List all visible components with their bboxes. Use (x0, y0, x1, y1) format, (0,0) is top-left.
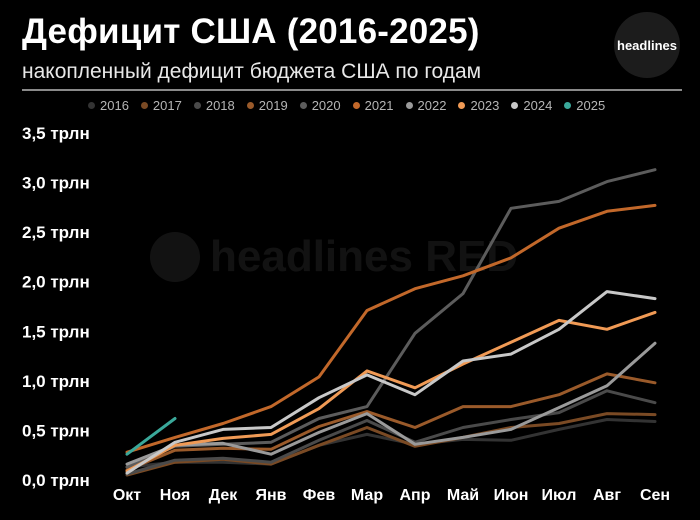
legend-swatch (511, 102, 519, 109)
legend-item-2018: 2018 (193, 98, 235, 113)
legend-swatch (140, 102, 148, 109)
x-tick-label: Июн (494, 487, 529, 504)
series-line-2022 (125, 341, 657, 466)
legend-swatch (458, 102, 466, 109)
x-tick-label: Июл (542, 487, 577, 504)
series-line-2019 (125, 372, 657, 472)
legend-swatch (193, 102, 201, 109)
x-tick-label: Апр (400, 487, 431, 504)
x-tick-label: Окт (113, 487, 141, 504)
x-tick-label: Ноя (160, 487, 190, 504)
legend-label: 2022 (417, 98, 447, 113)
x-tick-label: Дек (209, 487, 238, 504)
y-tick-label: 0,5 трлн (22, 421, 90, 440)
series-line-2018 (125, 389, 657, 476)
series-line-2023 (125, 310, 657, 473)
legend-swatch (564, 102, 572, 109)
headlines-logo: headlines (614, 12, 680, 78)
legend-item-2016: 2016 (88, 98, 129, 113)
legend-item-2019: 2019 (246, 98, 288, 113)
logo-text: headlines (617, 37, 677, 53)
x-axis: Окт Ноя Дек Янв Фев Мар Апр Май Июн Июл Авг Сен (113, 487, 670, 504)
legend-label: 2023 (470, 98, 500, 113)
y-tick-label: 1,0 трлн (22, 372, 90, 391)
series-line-2021 (125, 203, 657, 454)
legend-swatch (299, 102, 307, 109)
series-lines (125, 168, 657, 477)
page-title: Дефицит США (2016-2025) (22, 12, 480, 51)
x-tick-label: Сен (640, 487, 670, 504)
legend-item-2017: 2017 (140, 98, 182, 113)
legend-swatch (88, 102, 95, 109)
legend-item-2020: 2020 (299, 98, 341, 113)
legend-label: 2020 (311, 98, 341, 113)
y-tick-label: 0,0 трлн (22, 471, 90, 490)
legend-label: 2018 (205, 98, 235, 113)
legend-item-2024: 2024 (511, 98, 552, 113)
x-tick-label: Фев (303, 487, 336, 504)
legend-label: 2021 (364, 98, 394, 113)
series-line-2020 (125, 168, 657, 469)
legend-label: 2019 (258, 98, 288, 113)
x-tick-label: Янв (256, 487, 287, 504)
x-tick-label: Авг (593, 487, 621, 504)
telegram-icon (150, 232, 200, 282)
legend-swatch (352, 102, 360, 109)
chart-legend: 2016 2017 2018 2019 2020 2021 2022 2023 2024 2025 (88, 98, 605, 113)
y-tick-label: 3,0 трлн (22, 174, 90, 193)
series-line-2025 (125, 417, 177, 456)
series-line-2016 (125, 418, 657, 469)
x-tick-label: Мар (351, 487, 383, 504)
legend-swatch (246, 102, 254, 109)
y-tick-label: 3,5 трлн (22, 124, 90, 143)
legend-item-2021: 2021 (352, 98, 394, 113)
legend-label: 2017 (152, 98, 182, 113)
series-line-2024 (125, 290, 657, 475)
page-subtitle: накопленный дефицит бюджета США по годам (22, 60, 482, 83)
x-tick-label: Май (447, 487, 479, 504)
y-tick-label: 2,0 трлн (22, 273, 90, 292)
y-tick-label: 2,5 трлн (22, 223, 90, 242)
legend-item-2023: 2023 (458, 98, 499, 113)
y-tick-label: 1,5 трлн (22, 322, 90, 341)
legend-swatch (405, 102, 413, 109)
legend-item-2025: 2025 (564, 98, 605, 113)
legend-label: 2025 (576, 98, 606, 113)
legend-label: 2024 (523, 98, 553, 113)
legend-label: 2016 (100, 98, 129, 113)
title-divider (22, 89, 682, 91)
y-axis: 0,0 трлн 0,5 трлн 1,0 трлн 1,5 трлн 2,0 трлн… (22, 124, 90, 490)
legend-item-2022: 2022 (405, 98, 447, 113)
